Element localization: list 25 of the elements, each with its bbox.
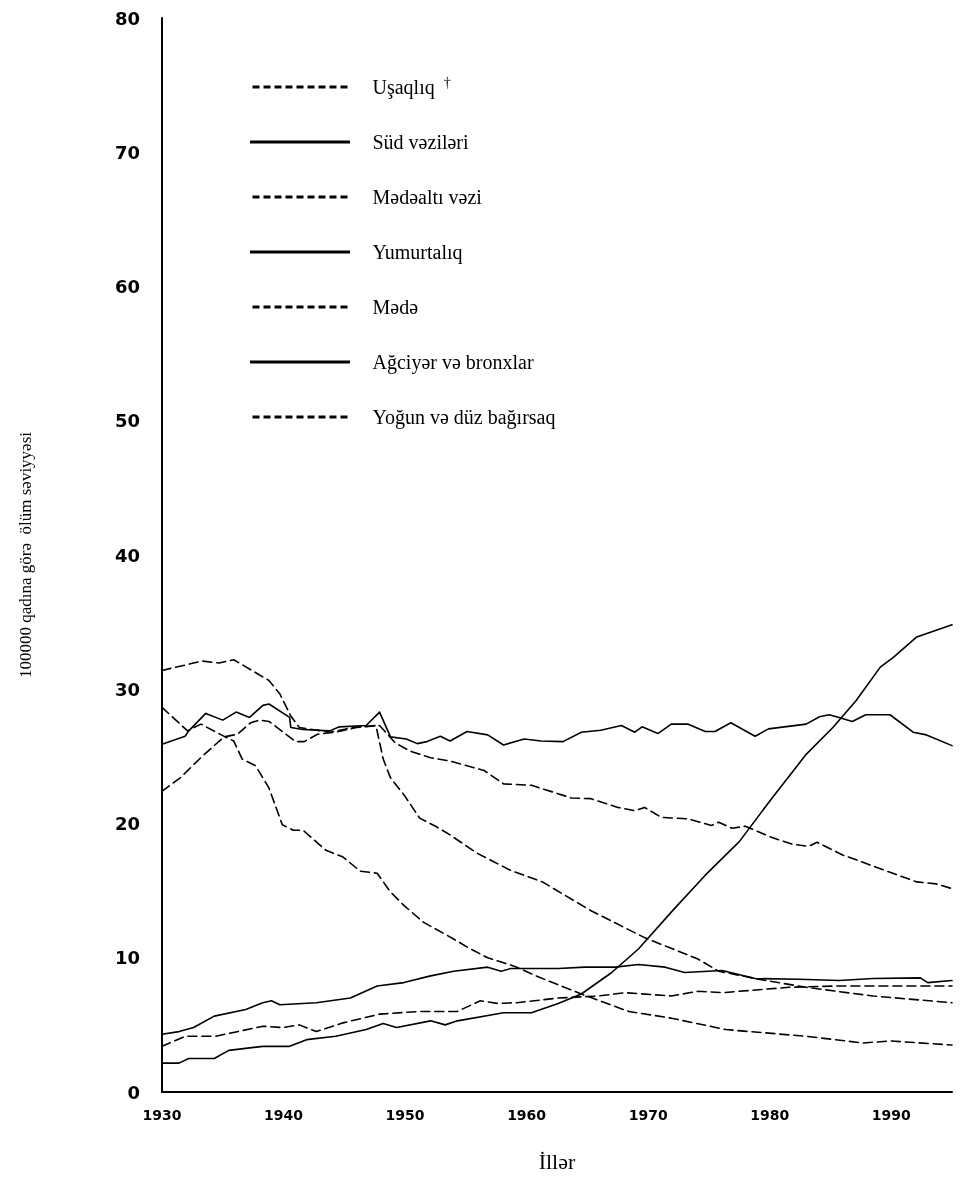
y-tick-label: 10 [114, 947, 140, 969]
x-tick-label: 1930 [142, 1107, 182, 1123]
y-tick-label: 80 [114, 7, 140, 29]
y-tick-label: 20 [114, 813, 140, 834]
y-tick-label: 30 [114, 678, 140, 700]
legend-label: Mədəaltı vəzi [372, 186, 483, 208]
y-tick-label: 70 [114, 141, 140, 163]
legend-label: Mədə [372, 296, 419, 318]
legend-label: Ağciyər və bronxlar [372, 351, 534, 374]
y-tick-label: 50 [114, 410, 140, 432]
x-tick-label: 1960 [507, 1107, 547, 1123]
x-axis-title: İllər [538, 1148, 576, 1174]
legend-label: Yoğun və düz bağırsaq [372, 406, 556, 429]
legend-label: Uşaqlıq † [372, 74, 451, 99]
x-tick-label: 1970 [628, 1107, 668, 1123]
x-tick-label: 1950 [385, 1107, 425, 1123]
y-tick-label: 60 [114, 276, 140, 297]
y-tick-label: 40 [114, 544, 140, 566]
y-tick-label: 0 [127, 1081, 140, 1103]
x-tick-label: 1980 [750, 1107, 790, 1123]
y-axis-title: 100000 qadına görə ölüm səviyyəsi [16, 431, 35, 678]
legend-label: Yumurtalıq [372, 241, 463, 264]
x-tick-label: 1990 [871, 1107, 911, 1123]
x-tick-label: 1940 [264, 1107, 304, 1123]
legend-label: Süd vəziləri [372, 131, 470, 153]
